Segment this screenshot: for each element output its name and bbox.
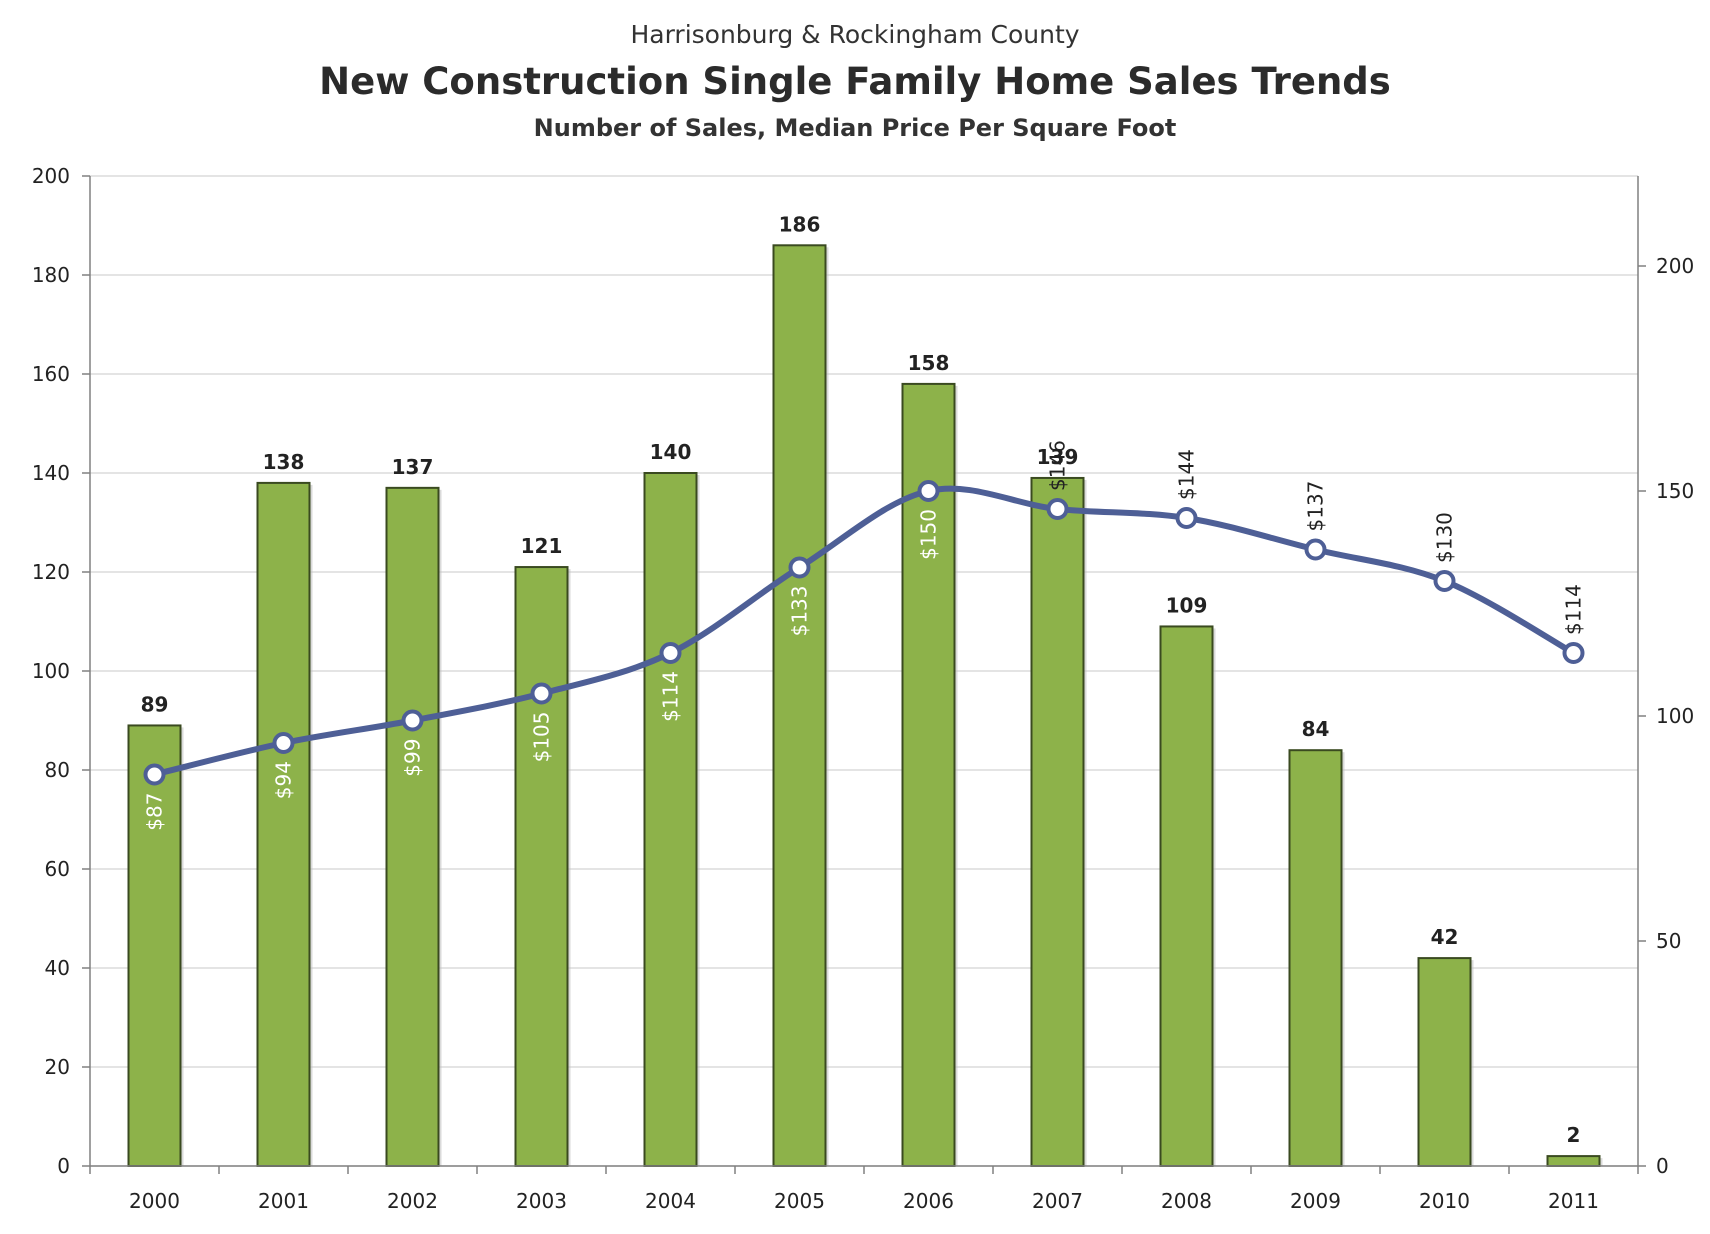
bar-data-label: 186 [779,212,821,236]
chart-supertitle: Harrisonburg & Rockingham County [630,20,1080,49]
x-tick-label: 2005 [774,1189,825,1213]
bar [1030,476,1085,1167]
bar [772,244,827,1168]
x-tick-label: 2001 [258,1189,309,1213]
price-point [659,642,682,664]
bar-data-label: 140 [650,440,692,464]
price-point [1175,507,1198,529]
bar-data-label: 158 [908,351,950,375]
bar-data-label: 139 [1037,445,1079,469]
bar [1288,749,1343,1167]
x-tick-label: 2002 [387,1189,438,1213]
price-data-label: $150 [917,509,941,560]
price-point [401,709,424,732]
x-tick-label: 2010 [1419,1189,1470,1213]
bar [1417,957,1472,1167]
x-tick-label: 2008 [1161,1189,1212,1213]
price-point [1562,642,1585,664]
y-left-tick-label: 0 [57,1154,70,1178]
price-point [917,480,940,502]
y-left-tick-label: 60 [45,857,70,881]
bar [385,486,440,1168]
price-data-label: $137 [1304,481,1328,532]
bar-data-label: 109 [1166,593,1208,617]
axes: 0204060801001201401601802000501001502002… [32,164,1694,1213]
y-left-tick-label: 40 [45,956,70,980]
y-right-tick-label: 200 [1656,254,1694,278]
price-data-label: $99 [401,739,425,777]
gridlines [90,175,1638,1167]
price-point [530,682,553,705]
bar-data-label: 121 [521,534,563,558]
bar [514,566,569,1167]
x-tick-label: 2007 [1032,1189,1083,1213]
price-data-label: $105 [530,712,554,763]
data-labels: 89 138 137 121 140 186 158 139 109 84 42 2 $87 $94 $99… [141,212,1586,1147]
chart-subtitle: Number of Sales, Median Price Per Square… [533,114,1177,142]
price-data-label: $94 [272,761,296,799]
y-left-tick-label: 180 [32,263,70,287]
bar [1159,625,1214,1167]
y-right-tick-label: 100 [1656,704,1694,728]
x-tick-label: 2000 [129,1189,180,1213]
price-line [151,485,1577,778]
y-left-tick-label: 120 [32,560,70,584]
bar [256,481,311,1167]
price-point [143,763,166,786]
bar [1546,1155,1601,1167]
y-left-tick-label: 140 [32,461,70,485]
price-point [1304,538,1327,561]
price-data-label: $144 [1175,449,1199,500]
price-data-label: $87 [143,793,167,831]
y-left-tick-label: 200 [32,164,70,188]
y-left-tick-label: 80 [45,758,70,782]
x-tick-label: 2003 [516,1189,567,1213]
bar-data-label: 84 [1302,717,1330,741]
x-tick-label: 2006 [903,1189,954,1213]
bar-data-label: 42 [1431,925,1459,949]
price-data-label: $114 [1562,584,1586,635]
x-tick-label: 2011 [1548,1189,1599,1213]
price-line-series [143,480,1585,786]
y-left-tick-label: 100 [32,659,70,683]
price-data-label: $114 [659,671,683,722]
chart-title: New Construction Single Family Home Sale… [319,60,1391,103]
price-data-label: $146 [1046,440,1070,491]
price-point [1433,570,1456,592]
y-right-tick-label: 0 [1656,1154,1669,1178]
price-point [272,732,295,754]
price-point [788,556,811,579]
y-left-tick-label: 160 [32,362,70,386]
y-right-tick-label: 50 [1656,929,1681,953]
bar-series [127,244,1603,1168]
price-data-label: $130 [1433,512,1457,563]
bar-data-label: 137 [392,455,434,479]
y-right-tick-label: 150 [1656,479,1694,503]
bar-data-label: 2 [1567,1123,1581,1147]
bar-data-label: 138 [263,450,305,474]
x-tick-label: 2004 [645,1189,696,1213]
y-left-tick-label: 20 [45,1055,70,1079]
price-point [1046,498,1069,520]
x-tick-label: 2009 [1290,1189,1341,1213]
bar [643,472,698,1167]
bar-data-label: 89 [141,692,169,716]
bar [127,724,182,1167]
price-data-label: $133 [788,586,812,637]
